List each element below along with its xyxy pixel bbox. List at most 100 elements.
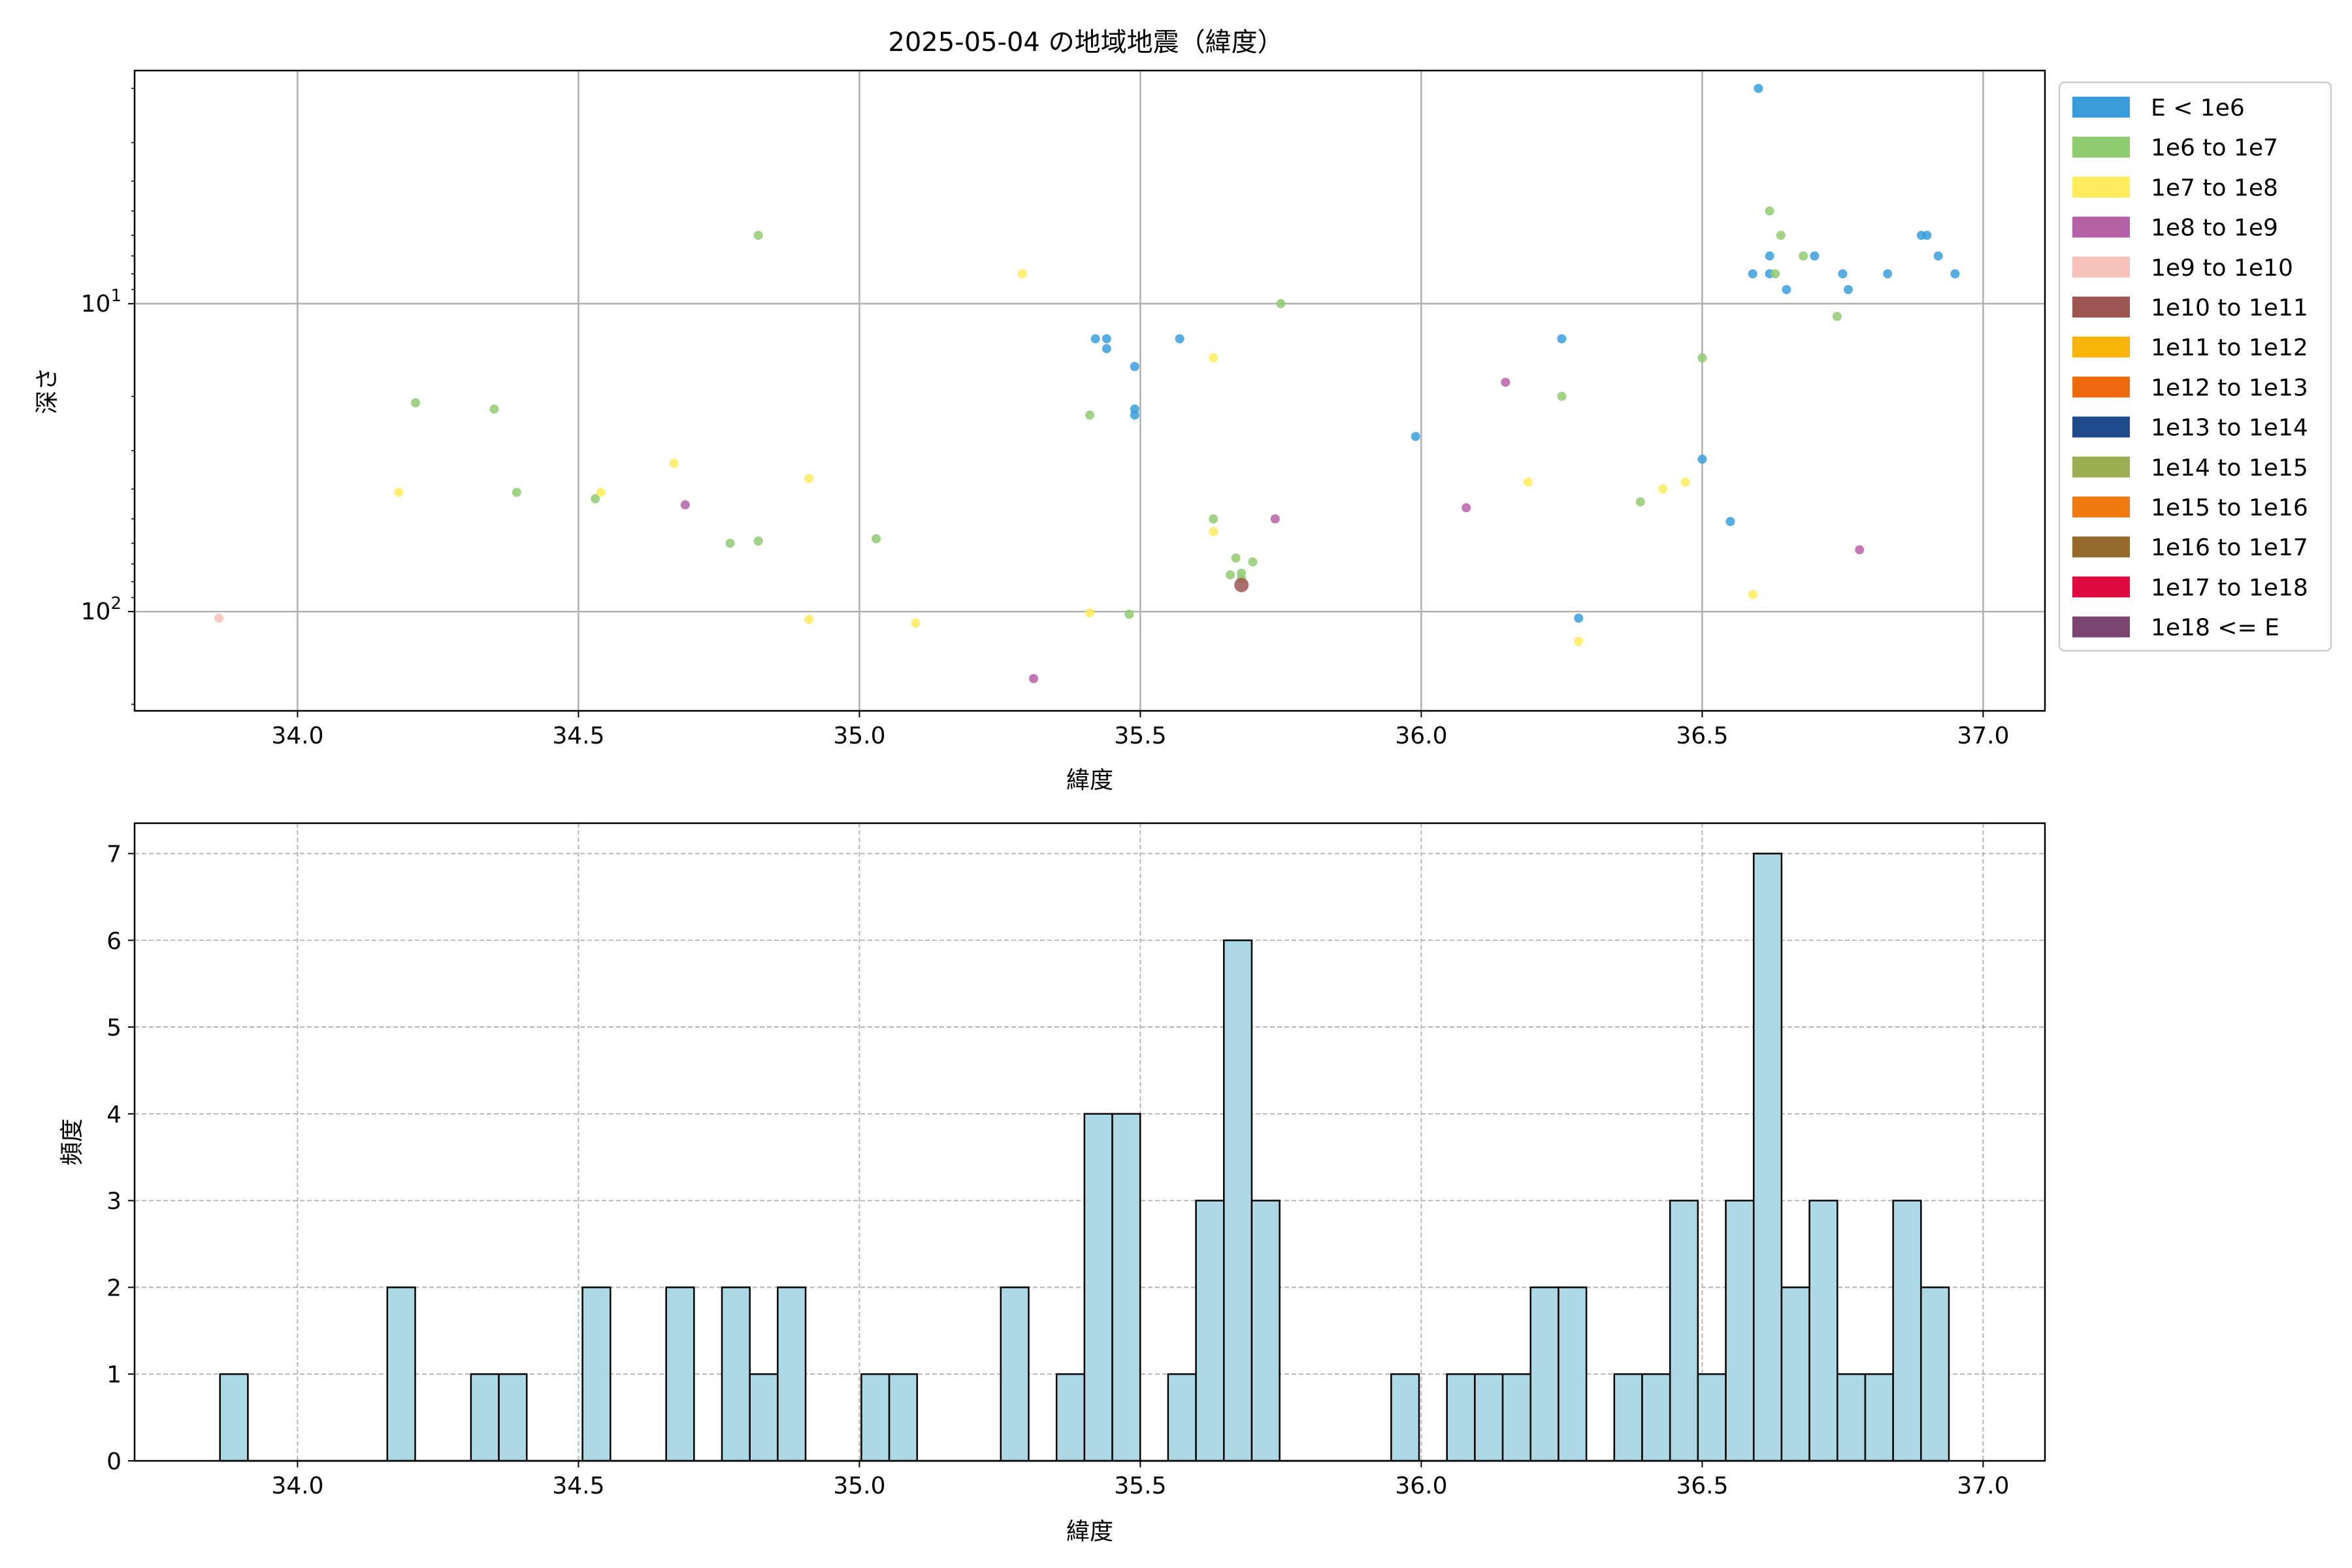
scatter-point-s0-17 — [1810, 251, 1820, 261]
scatter-point-s0-12 — [1748, 269, 1757, 279]
scatter-point-s0-19 — [1844, 285, 1853, 295]
legend-swatch-9 — [2072, 456, 2130, 478]
histogram-ytick-label-6: 6 — [106, 928, 122, 955]
scatter-point-s1-3 — [591, 494, 600, 504]
legend-label-4: 1e9 to 1e10 — [2151, 255, 2293, 282]
legend-label-12: 1e17 to 1e18 — [2151, 574, 2308, 601]
scatter-point-s1-10 — [1209, 514, 1218, 524]
legend-swatch-1 — [2072, 137, 2130, 158]
histogram-bar-53 — [1697, 1373, 1727, 1462]
legend: E < 1e6 1e6 to 1e7 1e7 to 1e8 1e8 to 1e9 1e9… — [2058, 81, 2332, 652]
histogram-ytick-label-0: 0 — [106, 1448, 122, 1475]
legend-swatch-12 — [2072, 576, 2130, 598]
histogram-xtick-label-4: 36.0 — [1395, 1473, 1447, 1499]
scatter-point-s0-22 — [1922, 231, 1932, 240]
scatter-point-s2-11 — [1574, 636, 1584, 646]
histogram-xtick-label-0: 34.0 — [271, 1473, 323, 1499]
scatter-point-s1-1 — [489, 404, 499, 414]
histogram-xtick-label-6: 37.0 — [1957, 1473, 2009, 1499]
legend-label-6: 1e11 to 1e12 — [2151, 335, 2308, 361]
scatter-point-s0-10 — [1697, 454, 1707, 464]
histogram-bar-23 — [860, 1373, 890, 1462]
histogram-ytick-label-5: 5 — [106, 1015, 122, 1041]
scatter-point-s0-0 — [1090, 334, 1100, 344]
legend-swatch-5 — [2072, 297, 2130, 318]
histogram-bar-46 — [1501, 1373, 1532, 1462]
legend-label-5: 1e10 to 1e11 — [2151, 295, 2308, 321]
histogram-bar-59 — [1864, 1373, 1894, 1462]
histogram-bar-28 — [1000, 1286, 1030, 1462]
histogram-bar-60 — [1892, 1200, 1922, 1462]
scatter-point-s2-0 — [394, 487, 404, 497]
histogram-bars — [219, 853, 1950, 1462]
scatter-point-s1-9 — [1124, 610, 1134, 619]
legend-swatch-0 — [2072, 97, 2130, 118]
scatter-point-s1-22 — [1776, 231, 1786, 240]
histogram-xtick-label-2: 35.0 — [833, 1473, 885, 1499]
scatter-point-s5-0 — [1234, 578, 1249, 593]
histogram-bar-20 — [777, 1286, 807, 1462]
scatter-point-s0-20 — [1883, 269, 1893, 279]
histogram-y-axis-label: 頻度 — [59, 1119, 86, 1166]
histogram-bar-56 — [1780, 1286, 1810, 1462]
scatter-xtick-label-0: 34.0 — [271, 723, 323, 749]
scatter-point-s1-5 — [753, 536, 763, 546]
histogram-xtick-label-1: 34.5 — [552, 1473, 604, 1499]
histogram-bar-13 — [581, 1286, 612, 1462]
scatter-point-s3-3 — [1462, 503, 1471, 513]
scatter-point-s2-5 — [911, 618, 921, 628]
scatter-point-s0-6 — [1175, 334, 1184, 344]
scatter-xtick-label-2: 35.0 — [833, 723, 885, 749]
histogram-bar-34 — [1167, 1373, 1197, 1462]
histogram-bar-32 — [1111, 1113, 1141, 1462]
legend-swatch-7 — [2072, 376, 2130, 398]
histogram-bar-9 — [470, 1373, 500, 1462]
scatter-point-s2-2 — [669, 459, 679, 468]
histogram-bar-18 — [721, 1286, 751, 1462]
scatter-point-s3-1 — [1029, 674, 1038, 683]
histogram-bar-36 — [1223, 939, 1253, 1462]
histogram-bar-16 — [665, 1286, 695, 1462]
scatter-point-s1-18 — [1635, 497, 1645, 507]
legend-swatch-3 — [2072, 216, 2130, 238]
scatter-point-s0-14 — [1765, 251, 1774, 261]
histogram-xtick-label-5: 36.5 — [1676, 1473, 1728, 1499]
scatter-point-s0-24 — [1950, 269, 1960, 279]
scatter-point-s0-2 — [1102, 334, 1111, 344]
scatter-point-s0-7 — [1411, 432, 1420, 442]
histogram-ytick-label-1: 1 — [106, 1362, 122, 1388]
histogram-bar-0 — [219, 1373, 249, 1462]
histogram-bar-42 — [1390, 1373, 1420, 1462]
legend-label-7: 1e12 to 1e13 — [2151, 374, 2308, 401]
histogram-bar-52 — [1669, 1200, 1699, 1462]
histogram-plot-frame — [133, 822, 2046, 1462]
scatter-point-s2-9 — [1209, 527, 1218, 536]
scatter-point-s1-19 — [1697, 353, 1707, 363]
scatter-point-s1-24 — [1832, 312, 1842, 321]
histogram-ytick-label-7: 7 — [106, 841, 122, 868]
scatter-y-ticks: 101 102 — [81, 88, 135, 705]
scatter-point-s1-2 — [512, 487, 521, 497]
legend-label-13: 1e18 <= E — [2151, 615, 2279, 642]
scatter-point-s1-12 — [1231, 553, 1241, 563]
histogram-bar-50 — [1613, 1373, 1643, 1462]
legend-label-9: 1e14 to 1e15 — [2151, 455, 2308, 482]
legend-label-10: 1e15 to 1e16 — [2151, 495, 2308, 521]
scatter-point-s0-1 — [1102, 344, 1111, 353]
scatter-plot-frame — [133, 69, 2046, 712]
legend-swatch-11 — [2072, 536, 2130, 558]
scatter-xtick-label-3: 35.5 — [1114, 723, 1166, 749]
scatter-point-s2-13 — [1680, 478, 1690, 487]
scatter-point-s2-8 — [1209, 353, 1218, 363]
histogram-ytick-label-4: 4 — [106, 1102, 122, 1128]
histogram-bar-31 — [1083, 1113, 1113, 1462]
histogram-bar-57 — [1808, 1200, 1838, 1462]
histogram-bar-19 — [749, 1373, 779, 1462]
histogram-bar-51 — [1641, 1373, 1671, 1462]
histogram-xtick-label-3: 35.5 — [1114, 1473, 1166, 1499]
scatter-x-axis-label: 緯度 — [1066, 767, 1113, 794]
scatter-point-s0-5 — [1130, 410, 1139, 420]
scatter-points — [214, 84, 1960, 683]
histogram-y-ticks: 0 1 2 3 4 5 6 7 — [106, 841, 135, 1475]
